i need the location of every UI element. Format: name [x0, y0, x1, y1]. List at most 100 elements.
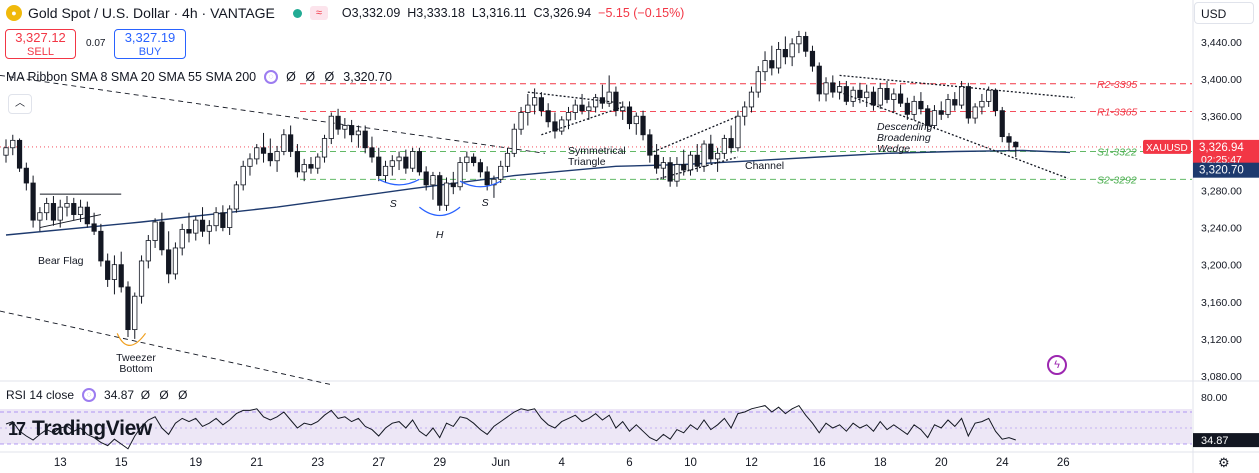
- candle-body[interactable]: [396, 156, 402, 162]
- candle-body[interactable]: [938, 110, 944, 115]
- candle-body[interactable]: [925, 108, 931, 126]
- candle-body[interactable]: [172, 247, 179, 275]
- candle-body[interactable]: [77, 206, 84, 215]
- tradingview-logo[interactable]: 17 TradingView: [8, 417, 152, 441]
- candle-body[interactable]: [186, 229, 192, 234]
- candle-body[interactable]: [782, 49, 788, 58]
- currency-selector[interactable]: USD: [1194, 2, 1254, 24]
- candle-body[interactable]: [105, 260, 111, 280]
- candle-body[interactable]: [748, 91, 755, 108]
- candle-body[interactable]: [294, 151, 301, 173]
- candle-body[interactable]: [552, 121, 558, 132]
- sell-button[interactable]: 3,327.12 SELL: [5, 29, 76, 59]
- candle-body[interactable]: [159, 221, 165, 251]
- candle-body[interactable]: [606, 91, 612, 104]
- candle-body[interactable]: [586, 106, 592, 112]
- candle-body[interactable]: [233, 184, 240, 210]
- candle-body[interactable]: [830, 82, 836, 93]
- candle-body[interactable]: [992, 89, 999, 112]
- tweezer-bottom-arc[interactable]: [116, 332, 147, 346]
- candle-body[interactable]: [57, 206, 63, 221]
- candle-body[interactable]: [864, 91, 870, 99]
- candle-body[interactable]: [633, 115, 639, 125]
- rsi-value-tag[interactable]: [1193, 433, 1259, 448]
- candle-body[interactable]: [742, 106, 748, 117]
- candle-body[interactable]: [816, 65, 822, 95]
- candle-body[interactable]: [504, 152, 511, 167]
- left-shoulder-arc[interactable]: [378, 178, 420, 186]
- candle-body[interactable]: [897, 93, 904, 104]
- candle-body[interactable]: [138, 260, 145, 297]
- candle-body[interactable]: [565, 112, 572, 121]
- symbol-tag[interactable]: [1143, 139, 1191, 154]
- candle-body[interactable]: [904, 102, 910, 115]
- candle-body[interactable]: [626, 106, 633, 125]
- candle-body[interactable]: [308, 164, 314, 169]
- candle-body[interactable]: [382, 165, 389, 176]
- candle-body[interactable]: [91, 223, 97, 232]
- candle-body[interactable]: [640, 115, 646, 136]
- candle-body[interactable]: [762, 60, 768, 73]
- candle-body[interactable]: [37, 212, 43, 221]
- candle-body[interactable]: [911, 100, 917, 115]
- candle-body[interactable]: [457, 162, 463, 188]
- candle-body[interactable]: [559, 119, 565, 132]
- candle-body[interactable]: [674, 164, 680, 182]
- candle-body[interactable]: [152, 221, 158, 241]
- candle-body[interactable]: [23, 167, 29, 184]
- candle-body[interactable]: [274, 151, 280, 162]
- candle-body[interactable]: [667, 162, 673, 182]
- candle-body[interactable]: [823, 82, 829, 95]
- candle-body[interactable]: [132, 295, 138, 331]
- candle-body[interactable]: [376, 156, 382, 177]
- candle-body[interactable]: [870, 91, 877, 106]
- candle-body[interactable]: [335, 115, 341, 130]
- candle-body[interactable]: [945, 99, 951, 115]
- collapse-chevron-icon[interactable]: ︿: [8, 94, 32, 114]
- candle-body[interactable]: [721, 138, 727, 154]
- candle-body[interactable]: [653, 154, 660, 169]
- candle-body[interactable]: [979, 100, 985, 108]
- candle-body[interactable]: [958, 86, 965, 106]
- candle-body[interactable]: [206, 225, 212, 232]
- settings-gear-icon[interactable]: ⚙: [1218, 455, 1230, 470]
- candle-body[interactable]: [972, 106, 978, 119]
- wave-icon[interactable]: ≈: [309, 6, 328, 20]
- candle-body[interactable]: [681, 164, 687, 171]
- candle-body[interactable]: [342, 125, 348, 130]
- head-arc[interactable]: [419, 206, 461, 217]
- candle-body[interactable]: [796, 36, 802, 45]
- candle-body[interactable]: [179, 229, 185, 249]
- candle-body[interactable]: [755, 71, 761, 93]
- candle-body[interactable]: [538, 97, 544, 112]
- candle-body[interactable]: [484, 171, 490, 186]
- candle-body[interactable]: [166, 249, 172, 275]
- candle-body[interactable]: [986, 89, 992, 102]
- ma-200-line[interactable]: [5, 149, 1071, 236]
- rsi-line[interactable]: [5, 404, 1016, 450]
- candle-body[interactable]: [443, 182, 450, 206]
- candle-body[interactable]: [416, 151, 423, 173]
- candle-body[interactable]: [111, 264, 118, 280]
- candle-body[interactable]: [877, 87, 883, 106]
- candle-body[interactable]: [220, 212, 226, 228]
- candle-body[interactable]: [1013, 141, 1019, 148]
- candle-body[interactable]: [1006, 136, 1012, 143]
- candle-body[interactable]: [789, 43, 795, 58]
- candle-body[interactable]: [532, 97, 538, 106]
- candle-body[interactable]: [437, 175, 443, 206]
- candle-body[interactable]: [965, 86, 971, 119]
- candle-body[interactable]: [410, 151, 416, 169]
- candle-body[interactable]: [240, 165, 246, 186]
- ma-ribbon-legend[interactable]: MA Ribbon SMA 8 SMA 20 SMA 55 SMA 200 ◌ …: [6, 70, 392, 84]
- candle-body[interactable]: [450, 182, 456, 188]
- candle-body[interactable]: [545, 110, 551, 123]
- candle-body[interactable]: [687, 154, 694, 171]
- candle-body[interactable]: [593, 97, 599, 108]
- candle-body[interactable]: [728, 138, 734, 149]
- candle-body[interactable]: [471, 156, 477, 164]
- trendline-upper-dashed[interactable]: [0, 74, 546, 154]
- candle-body[interactable]: [579, 104, 585, 112]
- candle-body[interactable]: [362, 130, 368, 149]
